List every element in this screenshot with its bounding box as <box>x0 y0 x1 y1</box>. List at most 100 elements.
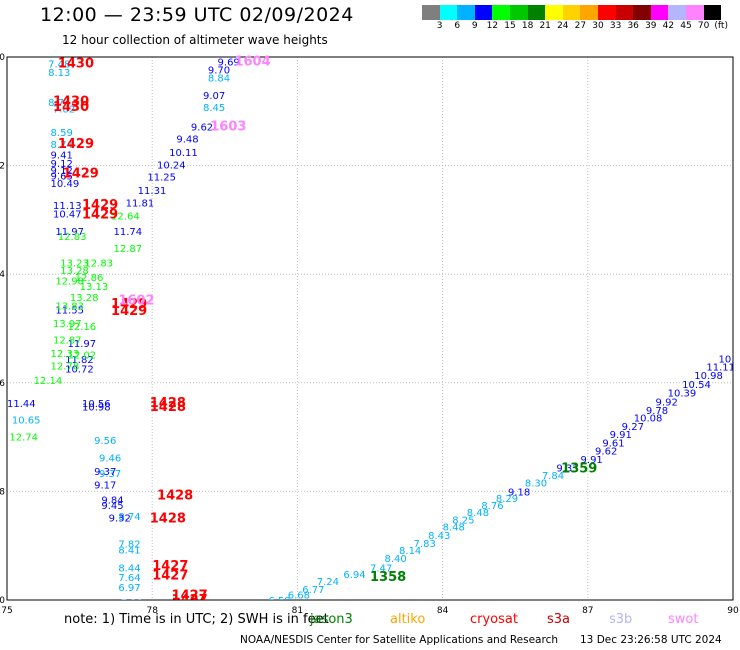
wave-height-label: 12.83 <box>84 258 113 269</box>
wave-height-label: 6.59 <box>268 596 290 607</box>
colorbar-swatch <box>527 5 546 20</box>
wave-height-label: 9.18 <box>508 487 530 498</box>
satellite-legend-item: s3b <box>609 612 633 627</box>
pass-time-label: 1427 <box>152 559 188 574</box>
colorbar-tick-label: 12 <box>486 21 499 31</box>
satellite-legend-item: jason3 <box>310 612 353 627</box>
wave-height-label: 12.86 <box>75 273 104 284</box>
wave-height-label: 9.78 <box>646 406 668 417</box>
wave-height-label: 10.08 <box>634 414 663 425</box>
wave-height-label: 9.32 <box>109 513 131 524</box>
wave-height-label: 7.82 <box>118 540 140 551</box>
wave-height-label: 12.14 <box>34 376 63 387</box>
pass-time-label: 1604 <box>234 54 270 69</box>
colorbar-swatch <box>474 5 493 20</box>
x-tick-label: 87 <box>582 606 593 616</box>
colorbar-tick-label: 15 <box>504 21 516 31</box>
pass-time-label: 1428 <box>150 400 186 415</box>
footer-note: note: 1) Time is in UTC; 2) SWH is in fe… <box>64 612 329 627</box>
wave-height-label: 7.48 <box>48 60 70 71</box>
wave-height-label: 8.48 <box>443 523 465 534</box>
wave-height-label: 12.16 <box>68 322 97 333</box>
wave-height-label: 13.23 <box>60 258 89 269</box>
pass-time-label: 1429 <box>82 198 118 213</box>
pass-time-label: 1359 <box>561 462 597 477</box>
colorbar-tick-label: 24 <box>557 21 569 31</box>
wave-height-label: 6.77 <box>302 585 324 596</box>
satellite-legend-item: cryosat <box>470 612 518 627</box>
wave-height-label: 7.24 <box>317 577 339 588</box>
wave-height-label: 10.54 <box>682 380 711 391</box>
plot-frame <box>6 56 734 601</box>
wave-height-label: 11.31 <box>138 186 167 197</box>
wave-height-label: 11.25 <box>147 172 176 183</box>
wave-height-label: 9.69 <box>218 57 240 68</box>
colorbar <box>422 5 722 20</box>
wave-height-label: 9.92 <box>656 397 678 408</box>
credit-text: NOAA/NESDIS Center for Satellite Applica… <box>240 634 558 646</box>
wave-height-label: 11.82 <box>65 355 94 366</box>
pass-time-label: 1427 <box>172 589 208 604</box>
wave-height-label: 12.64 <box>111 212 140 223</box>
wave-height-label: 8.13 <box>48 68 70 79</box>
colorbar-tick-label: 3 <box>436 21 443 31</box>
x-tick-label: 81 <box>292 606 303 616</box>
wave-height-label: 7.29 <box>121 599 143 610</box>
wave-height-label: 9.17 <box>94 480 116 491</box>
x-tick-label: 75 <box>1 606 12 616</box>
wave-height-label: 6.68 <box>288 591 310 602</box>
wave-height-label: 11.74 <box>113 227 142 238</box>
wave-height-label: 13.28 <box>60 266 89 277</box>
wave-height-label: 11.44 <box>7 399 36 410</box>
wave-height-label: 13.13 <box>80 282 109 293</box>
wave-height-label: 13.2 <box>733 340 740 351</box>
colorbar-swatch <box>703 5 722 20</box>
colorbar-tick-label: 42 <box>662 21 675 31</box>
pass-time-label: 1603 <box>210 120 246 135</box>
wave-height-label: 8.48 <box>467 508 489 519</box>
wave-height-label: 10.73 <box>718 354 740 365</box>
wave-height-label: 9.91 <box>581 455 603 466</box>
wave-height-label: 9.56 <box>94 436 116 447</box>
wave-height-label: 11.13 <box>53 201 82 212</box>
wave-height-label: 8.40 <box>385 554 407 565</box>
wave-height-label: 8.74 <box>48 98 70 109</box>
wave-height-label: 11.55 <box>55 305 84 316</box>
wave-height-label: 9.07 <box>203 91 225 102</box>
colorbar-tick-label: 45 <box>680 21 692 31</box>
colorbar-tick-label: 30 <box>592 21 604 31</box>
wave-height-label: 12.74 <box>9 433 38 444</box>
wave-height-label: 8.41 <box>118 546 140 557</box>
y-tick-label: -54 <box>0 270 5 280</box>
colorbar-tick-label: 27 <box>574 21 587 31</box>
wave-height-label: 10.56 <box>82 399 111 410</box>
wave-height-label: 6.94 <box>343 570 365 581</box>
wave-height-label: 9.37 <box>94 467 116 478</box>
y-tick-label: -58 <box>0 487 5 497</box>
colorbar-swatch <box>457 5 475 20</box>
wave-height-label: 9.27 <box>622 422 644 433</box>
y-tick-label: -60 <box>0 596 5 606</box>
pass-time-label: 1430 <box>58 57 94 72</box>
pass-time-label: 1429 <box>58 137 94 152</box>
wave-height-label: 9.91 <box>610 430 632 441</box>
pass-time-label: 1429 <box>82 207 118 222</box>
y-tick-label: -50 <box>0 53 5 63</box>
wave-height-label: 6.97 <box>118 583 140 594</box>
wave-height-label: 12.02 <box>68 351 97 362</box>
wave-height-label: 10.11 <box>169 148 198 159</box>
colorbar-tick-label: (ft) <box>714 21 728 31</box>
wave-height-label: 9.61 <box>602 439 624 450</box>
wave-height-label: 8.44 <box>118 563 140 574</box>
colorbar-swatch <box>668 5 686 20</box>
colorbar-tick-label: 9 <box>471 21 478 31</box>
wave-height-label: 11.97 <box>68 339 97 350</box>
wave-height-label: 9.12 <box>51 159 73 170</box>
wave-height-label: 9.33 <box>556 464 578 475</box>
wave-height-label: 13.28 <box>70 293 99 304</box>
wave-height-label: 8.59 <box>51 128 73 139</box>
colorbar-swatch <box>562 5 581 20</box>
wave-height-label: 12.87 <box>113 244 142 255</box>
wave-height-label: 12.78 <box>51 361 80 372</box>
wave-height-label: 10.65 <box>12 416 41 427</box>
